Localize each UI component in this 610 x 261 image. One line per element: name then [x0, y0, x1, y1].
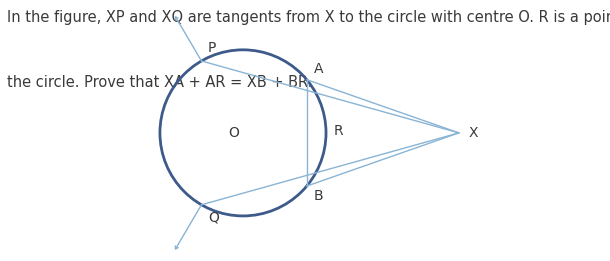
Text: P: P: [208, 41, 217, 55]
Text: X: X: [469, 126, 478, 140]
Text: A: A: [314, 62, 323, 76]
Text: Q: Q: [208, 211, 219, 225]
Text: B: B: [314, 189, 323, 203]
Text: In the figure, XP and XQ are tangents from X to the circle with centre O. R is a: In the figure, XP and XQ are tangents fr…: [7, 10, 610, 25]
Text: R: R: [334, 124, 343, 138]
Text: O: O: [228, 126, 239, 140]
Text: the circle. Prove that XA + AR = XB + BR.: the circle. Prove that XA + AR = XB + BR…: [7, 75, 313, 90]
